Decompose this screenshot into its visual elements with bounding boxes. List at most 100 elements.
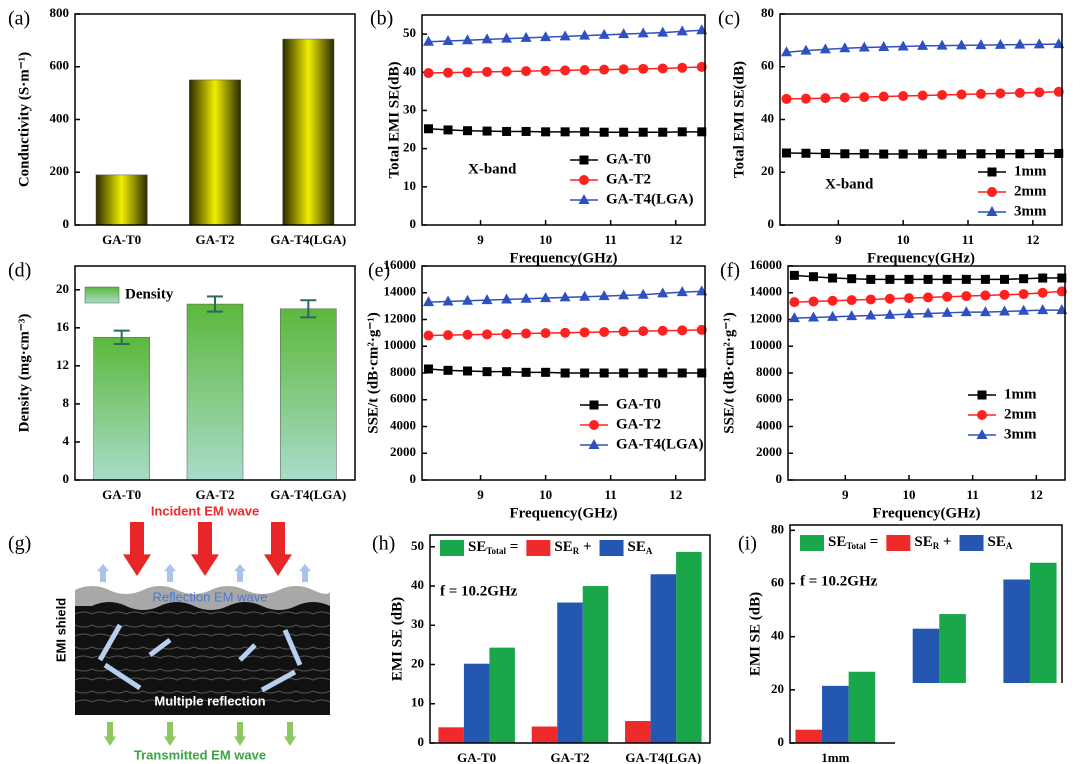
marker	[677, 127, 687, 137]
y-tick-label: 600	[50, 58, 70, 73]
y-tick-label: 0	[410, 216, 417, 231]
marker	[423, 35, 435, 46]
plot-frame	[421, 14, 706, 226]
x-tick-label: 12	[669, 232, 682, 247]
legend-label: GA-T4(LGA)	[616, 436, 704, 452]
marker	[1018, 289, 1029, 300]
x-tick-label: 9	[835, 232, 842, 247]
reflection-arrow	[299, 564, 311, 582]
marker	[619, 368, 629, 378]
y-tick-label: 2000	[756, 444, 782, 459]
bar	[189, 79, 241, 226]
marker	[599, 64, 610, 75]
panel-label: (d)	[8, 260, 31, 282]
marker	[618, 28, 630, 39]
marker	[619, 127, 629, 137]
legend-swatch	[599, 540, 624, 556]
y-tick-label: 10000	[384, 337, 417, 352]
y-tick-label: 16	[56, 319, 70, 334]
y-tick-label: 8000	[390, 364, 416, 379]
x-tick-label: 10	[902, 487, 915, 502]
legend-name: SE	[468, 539, 486, 555]
marker	[800, 44, 812, 55]
marker	[904, 274, 914, 284]
marker	[502, 367, 512, 377]
legend-name: SE	[914, 534, 932, 550]
shield-wave	[74, 690, 331, 694]
y-axis-label: Density (mg·cm⁻³)	[16, 314, 32, 433]
marker	[975, 88, 986, 99]
y-tick-label: 12000	[750, 310, 783, 325]
legend-label: SETotal =	[828, 534, 878, 551]
marker	[781, 93, 792, 104]
y-tick-label: 6000	[756, 391, 782, 406]
legend-operator: =	[870, 534, 879, 550]
x-tick-label: 12	[1030, 487, 1043, 502]
marker	[443, 67, 454, 78]
y-tick-label: 0	[410, 471, 417, 486]
marker	[858, 41, 870, 52]
legend-name: SE	[988, 534, 1006, 550]
x-tick-label: GA-T0	[102, 232, 141, 247]
marker	[980, 290, 991, 301]
marker	[560, 65, 571, 76]
marker	[995, 88, 1006, 99]
legend-label: GA-T2	[606, 171, 651, 187]
marker	[559, 30, 571, 41]
y-tick-label: 4	[63, 433, 70, 448]
y-tick-label: 2000	[390, 444, 416, 459]
y-axis-label: Total EMI SE(dB)	[386, 62, 402, 179]
transmitted-arrow	[284, 722, 296, 746]
legend-marker	[578, 194, 590, 204]
legend-name: SE	[628, 539, 646, 555]
y-tick-label: 8000	[756, 364, 782, 379]
marker	[840, 149, 850, 159]
marker	[599, 127, 609, 137]
x-tick-label: 11	[605, 232, 617, 247]
marker	[677, 62, 688, 73]
marker	[540, 31, 552, 42]
y-tick-label: 14000	[384, 284, 417, 299]
marker	[859, 92, 870, 103]
marker	[580, 368, 590, 378]
y-tick-label: 40	[761, 110, 774, 125]
legend-marker	[579, 175, 589, 185]
y-tick-label: 6000	[390, 391, 416, 406]
marker	[658, 127, 668, 137]
legend-marker	[976, 429, 988, 439]
marker	[442, 34, 454, 45]
marker	[521, 328, 532, 339]
reflection-arrow	[97, 564, 109, 582]
x-tick-label: GA-T4(LGA)	[625, 750, 701, 764]
y-tick-label: 0	[768, 216, 775, 231]
panel-label: (b)	[370, 8, 393, 30]
marker	[1054, 149, 1064, 159]
bar	[438, 727, 464, 743]
x-tick-label: GA-T4(LGA)	[270, 487, 346, 502]
legend-label: 1mm	[1014, 163, 1047, 179]
marker	[658, 368, 668, 378]
marker	[1034, 149, 1044, 159]
marker	[501, 32, 513, 43]
shield-wave	[74, 655, 331, 659]
marker	[956, 39, 968, 50]
marker	[839, 92, 850, 103]
marker	[443, 125, 453, 135]
marker	[995, 149, 1005, 159]
bar	[463, 663, 490, 743]
legend-operator: +	[943, 534, 952, 550]
bar	[282, 38, 335, 226]
marker	[541, 127, 551, 137]
legend-subscript: Total	[486, 546, 506, 556]
bar	[582, 586, 609, 743]
marker	[579, 64, 590, 75]
marker	[637, 27, 649, 38]
shield-label: EMI shield	[53, 598, 68, 662]
marker	[560, 327, 571, 338]
legend-marker	[588, 439, 600, 449]
x-tick-label: 11	[962, 232, 974, 247]
marker	[820, 149, 830, 159]
bar	[489, 647, 515, 743]
marker	[865, 294, 876, 305]
